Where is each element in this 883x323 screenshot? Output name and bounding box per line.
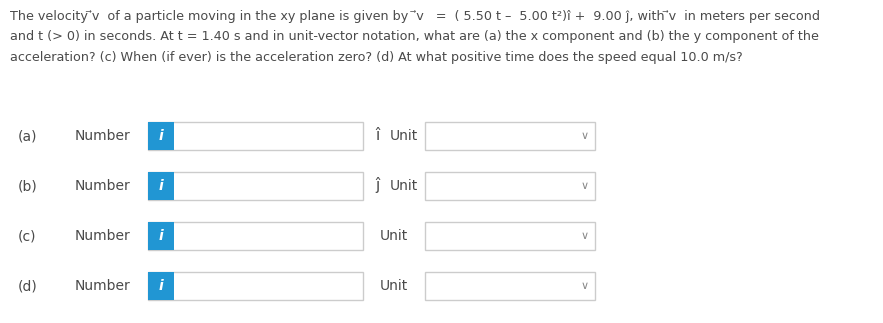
Text: The velocity ⃗v  of a particle moving in the xy plane is given by  ⃗v   =  ( 5.5: The velocity ⃗v of a particle moving in … <box>10 10 820 23</box>
Bar <box>425 172 595 200</box>
Text: (b): (b) <box>18 179 38 193</box>
Bar <box>148 172 174 200</box>
Text: (d): (d) <box>18 279 38 293</box>
Text: i: i <box>159 229 163 243</box>
Text: ∨: ∨ <box>581 281 589 291</box>
Bar <box>425 222 595 250</box>
Text: Number: Number <box>75 179 131 193</box>
Text: Number: Number <box>75 129 131 143</box>
Text: Number: Number <box>75 229 131 243</box>
Bar <box>148 122 363 150</box>
Text: Unit: Unit <box>390 129 419 143</box>
Text: ∨: ∨ <box>581 231 589 241</box>
Text: i: i <box>159 179 163 193</box>
Bar <box>425 272 595 300</box>
Text: Unit: Unit <box>380 279 408 293</box>
Bar <box>148 122 174 150</box>
Bar <box>148 222 363 250</box>
Text: Number: Number <box>75 279 131 293</box>
Text: î: î <box>375 128 380 142</box>
Bar <box>148 222 174 250</box>
Text: (c): (c) <box>18 229 36 243</box>
Text: ĵ: ĵ <box>375 177 380 193</box>
Text: ∨: ∨ <box>581 181 589 191</box>
Text: i: i <box>159 279 163 293</box>
Text: and t (> 0) in seconds. At t = 1.40 s and in unit-vector notation, what are (a) : and t (> 0) in seconds. At t = 1.40 s an… <box>10 30 819 43</box>
Text: Unit: Unit <box>390 179 419 193</box>
Text: (a): (a) <box>18 129 37 143</box>
Text: Unit: Unit <box>380 229 408 243</box>
Text: acceleration? (c) When (if ever) is the acceleration zero? (d) At what positive : acceleration? (c) When (if ever) is the … <box>10 50 743 64</box>
Bar <box>425 122 595 150</box>
Text: i: i <box>159 129 163 143</box>
Text: ∨: ∨ <box>581 131 589 141</box>
Bar <box>148 272 174 300</box>
Bar <box>148 272 363 300</box>
Bar <box>148 172 363 200</box>
